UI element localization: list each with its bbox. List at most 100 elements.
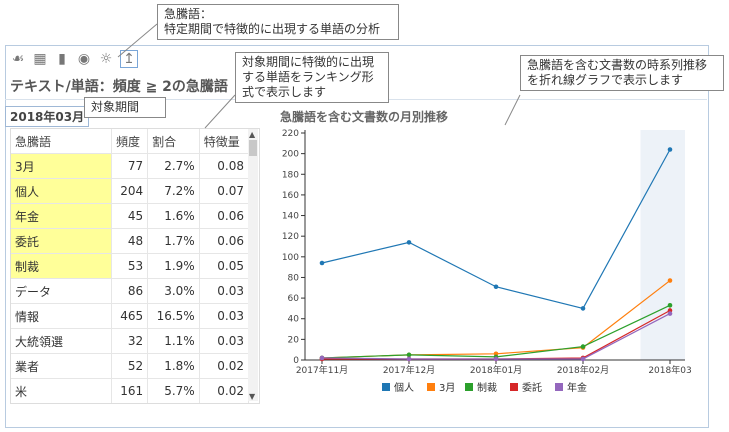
frequency-cell: 465 bbox=[111, 303, 149, 329]
callout-surge-body: 特定期間で特徴的に出現する単語の分析 bbox=[164, 22, 381, 36]
y-tick-label: 60 bbox=[288, 294, 300, 304]
frequency-cell: 77 bbox=[111, 153, 149, 179]
x-tick-label: 2018年03 bbox=[648, 364, 691, 376]
scroll-down-icon[interactable]: ▼ bbox=[249, 392, 256, 401]
score-cell: 0.06 bbox=[199, 203, 250, 229]
page-title: テキスト/単語：頻度 ≧ 2の急騰語 bbox=[10, 79, 228, 95]
ratio-cell: 1.6% bbox=[147, 203, 200, 229]
data-point[interactable] bbox=[667, 278, 673, 283]
ranking-table: 急騰語 頻度 割合 特徴量 3月 77 2.7% 0.08 個人 204 7.2% 0.07 年金 45 1… bbox=[10, 128, 260, 404]
column-header[interactable]: 割合 bbox=[147, 129, 200, 154]
scroll-up-icon[interactable]: ▲ bbox=[249, 130, 256, 139]
legend-label[interactable]: 3月 bbox=[439, 382, 455, 394]
data-point[interactable] bbox=[406, 356, 412, 362]
data-point[interactable] bbox=[493, 356, 499, 362]
data-point[interactable] bbox=[319, 355, 325, 361]
data-point[interactable] bbox=[580, 306, 586, 311]
legend-swatch bbox=[465, 383, 473, 391]
x-tick-label: 2018年01月 bbox=[470, 364, 522, 376]
table-row[interactable]: 個人 204 7.2% 0.07 bbox=[11, 178, 250, 204]
y-tick-label: 20 bbox=[288, 335, 300, 345]
frequency-cell: 48 bbox=[111, 228, 149, 254]
data-point[interactable] bbox=[667, 147, 673, 152]
word-cell: 制裁 bbox=[11, 253, 112, 279]
table-icon[interactable]: ▦ bbox=[33, 51, 47, 67]
y-tick-label: 120 bbox=[282, 232, 299, 242]
data-point[interactable] bbox=[406, 240, 412, 245]
data-point[interactable] bbox=[580, 344, 586, 349]
word-cell: 大統領選 bbox=[11, 328, 112, 354]
ratio-cell: 1.9% bbox=[147, 253, 200, 279]
score-cell: 0.06 bbox=[199, 228, 250, 254]
table-row[interactable]: 3月 77 2.7% 0.08 bbox=[11, 153, 250, 179]
ratio-cell: 7.2% bbox=[147, 178, 200, 204]
data-point[interactable] bbox=[493, 284, 499, 290]
surge-icon[interactable]: ↥ bbox=[120, 50, 138, 68]
legend-swatch bbox=[555, 383, 563, 391]
ratio-cell: 16.5% bbox=[147, 303, 200, 329]
column-header[interactable]: 特徴量 bbox=[199, 129, 250, 154]
table-row[interactable]: データ 86 3.0% 0.03 bbox=[11, 278, 250, 304]
x-tick-label: 2018年02月 bbox=[557, 364, 609, 376]
legend-swatch bbox=[510, 383, 518, 391]
frequency-cell: 45 bbox=[111, 203, 149, 229]
score-cell: 0.02 bbox=[199, 378, 250, 403]
bar-chart-icon[interactable]: ▮ bbox=[58, 51, 66, 67]
y-tick-label: 40 bbox=[288, 315, 300, 325]
frequency-cell: 52 bbox=[111, 353, 149, 379]
data-point[interactable] bbox=[667, 303, 673, 308]
score-cell: 0.03 bbox=[199, 278, 250, 304]
y-tick-label: 160 bbox=[282, 191, 299, 201]
data-point[interactable] bbox=[580, 356, 586, 362]
word-cell: 米 bbox=[11, 378, 112, 403]
table-row[interactable]: 大統領選 32 1.1% 0.03 bbox=[11, 328, 250, 354]
highlight-band bbox=[640, 130, 685, 360]
cluster-icon[interactable]: ☙ bbox=[11, 51, 25, 67]
frequency-cell: 86 bbox=[111, 278, 149, 304]
binoculars-icon[interactable]: ◉ bbox=[77, 51, 91, 67]
legend-label[interactable]: 委託 bbox=[522, 381, 542, 394]
score-cell: 0.03 bbox=[199, 328, 250, 354]
scrollbar[interactable] bbox=[248, 129, 258, 401]
table-row[interactable]: 米 161 5.7% 0.02 bbox=[11, 378, 250, 403]
frequency-cell: 32 bbox=[111, 328, 149, 354]
ratio-cell: 5.7% bbox=[147, 378, 200, 403]
column-header[interactable]: 急騰語 bbox=[11, 129, 112, 154]
score-cell: 0.03 bbox=[199, 303, 250, 329]
lightbulb-icon[interactable]: ☼ bbox=[99, 51, 113, 67]
legend-label[interactable]: 個人 bbox=[394, 381, 414, 394]
chart-title: 急騰語を含む文書数の月別推移 bbox=[280, 110, 449, 124]
word-cell: 3月 bbox=[11, 153, 112, 179]
y-tick-label: 220 bbox=[282, 129, 299, 139]
y-tick-label: 100 bbox=[282, 253, 299, 263]
y-tick-label: 140 bbox=[282, 212, 299, 222]
table-row[interactable]: 情報 465 16.5% 0.03 bbox=[11, 303, 250, 329]
table-row[interactable]: 委託 48 1.7% 0.06 bbox=[11, 228, 250, 254]
legend-label[interactable]: 制裁 bbox=[477, 381, 497, 394]
score-cell: 0.07 bbox=[199, 178, 250, 204]
y-tick-label: 200 bbox=[282, 150, 299, 160]
data-point[interactable] bbox=[667, 311, 673, 316]
data-point[interactable] bbox=[319, 260, 325, 266]
word-cell: 情報 bbox=[11, 303, 112, 329]
table-row[interactable]: 制裁 53 1.9% 0.05 bbox=[11, 253, 250, 279]
frequency-cell: 161 bbox=[111, 378, 149, 403]
table-row[interactable]: 年金 45 1.6% 0.06 bbox=[11, 203, 250, 229]
legend-label[interactable]: 年金 bbox=[567, 381, 587, 394]
data-point[interactable] bbox=[406, 352, 412, 358]
toolbar: ☙ ▦ ▮ ◉ ☼ ↥ bbox=[10, 49, 138, 69]
callout-ranking: 対象期間に特徴的に出現する単語をランキング形式で表示します bbox=[235, 52, 389, 103]
column-header[interactable]: 頻度 bbox=[111, 129, 149, 154]
scrollbar-thumb[interactable] bbox=[249, 140, 257, 156]
callout-period: 対象期間 bbox=[84, 97, 166, 118]
score-cell: 0.02 bbox=[199, 353, 250, 379]
ratio-cell: 1.8% bbox=[147, 353, 200, 379]
y-tick-label: 180 bbox=[282, 170, 299, 180]
y-tick-label: 0 bbox=[293, 356, 299, 366]
word-cell: 個人 bbox=[11, 178, 112, 204]
callout-surge: 急騰語： 特定期間で特徴的に出現する単語の分析 bbox=[157, 4, 399, 40]
frequency-cell: 53 bbox=[111, 253, 149, 279]
table-row[interactable]: 業者 52 1.8% 0.02 bbox=[11, 353, 250, 379]
score-cell: 0.08 bbox=[199, 153, 250, 179]
